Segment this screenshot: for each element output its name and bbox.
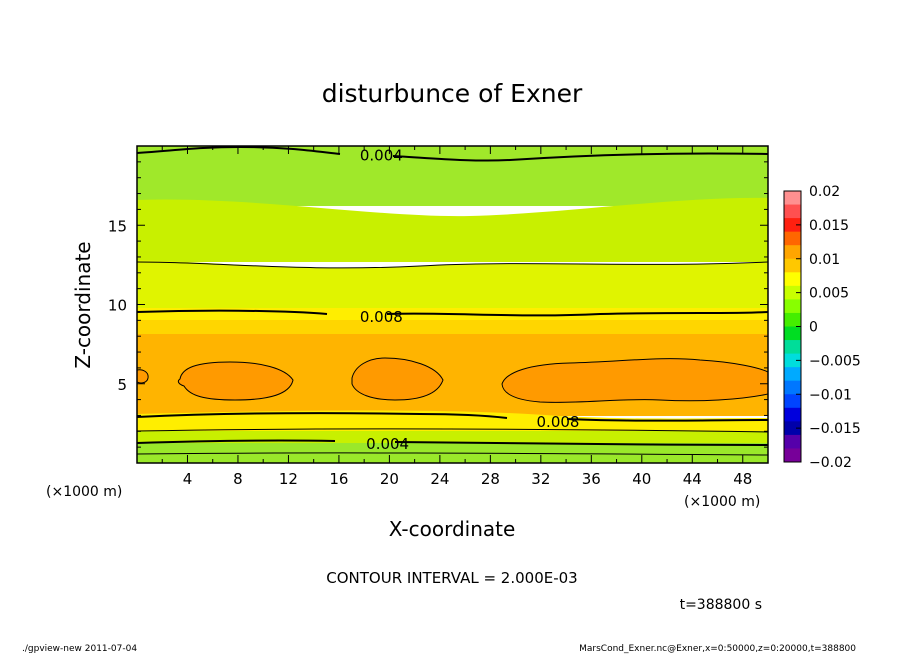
footer-left: ./gpview-new 2011-07-04 [22,644,137,654]
contour-lower3 [137,439,768,446]
x-unit-right: (×1000 m) [684,494,760,510]
x-tick-label: 28 [481,470,500,488]
colorbar-segment [784,380,801,395]
contour-lower1 [137,412,768,422]
colorbar-segment [784,258,801,273]
colorbar-segment [784,326,801,341]
cell-edge [137,369,149,384]
y-tick-label: 10 [108,297,127,315]
colorbar-segment [784,394,801,409]
x-tick-label: 4 [183,470,193,488]
colorbar-segment [784,218,801,233]
contour-label: 0.004 [366,435,409,453]
contour-lower2 [137,428,768,433]
colorbar-segment [784,353,801,368]
x-tick-label: 24 [430,470,449,488]
y-axis-label: Z-coordinate [71,241,95,368]
x-tick-label: 8 [233,470,243,488]
contour-lower4 [137,452,768,456]
contour-top [137,146,768,162]
colorbar-label: 0.02 [809,184,840,200]
colorbar-label: 0.01 [809,252,840,268]
colorbar-segment [784,272,801,287]
colorbar-segment [784,407,801,422]
footer-right: MarsCond_Exner.nc@Exner,x=0:50000,z=0:20… [579,644,856,654]
cell-middle [351,357,444,401]
colorbar-segment [784,231,801,246]
colorbar-segment [784,367,801,382]
y-axis: 5 10 15 [108,161,768,448]
band-upper-yellowgreen [137,197,768,262]
colorbar-segment [784,191,801,206]
colorbar-label: 0.015 [809,218,849,234]
colorbar-segment [784,448,801,463]
colorbar-segment [784,299,801,314]
contour-mid [137,309,768,317]
x-tick-label: 12 [279,470,298,488]
x-tick-label: 36 [582,470,601,488]
colorbar-label: −0.005 [809,353,861,369]
cell-right [501,358,768,403]
x-tick-label: 32 [531,470,550,488]
colorbar-segment [784,204,801,219]
contour-lines [137,146,768,456]
cell-left [177,361,294,401]
x-tick-label: 44 [683,470,702,488]
colorbar-label: 0 [809,320,818,336]
band-upper-green [137,146,768,206]
plot-area: 0.004 0.008 0.008 0.004 [137,146,768,463]
chart-title: disturbunce of Exner [322,79,583,108]
x-axis-label: X-coordinate [389,517,516,541]
y-tick-label: 15 [108,217,127,235]
colorbar-segment [784,245,801,260]
contour-upper [137,261,768,269]
colorbar-label: 0.005 [809,286,849,302]
colorbar: 0.02 0.015 0.01 0.005 0 −0.005 −0.01 −0.015 −0.0… [783,184,861,471]
colorbar-label: −0.015 [809,421,861,437]
x-tick-label: 40 [632,470,651,488]
x-tick-label: 20 [380,470,399,488]
contour-labels: 0.004 0.008 0.008 0.004 [360,147,580,453]
x-tick-label: 16 [329,470,348,488]
colorbar-segment [784,434,801,449]
contour-label: 0.004 [360,147,403,165]
contour-label: 0.008 [360,308,403,326]
x-tick-label: 48 [733,470,752,488]
colorbar-label: −0.01 [809,387,852,403]
colorbar-segment [784,312,801,327]
y-tick-label: 5 [117,376,127,394]
colorbar-segment [784,421,801,436]
band-lower-yellow [137,410,768,433]
colorbar-segment [784,340,801,355]
x-axis: 4 8 12 16 20 24 28 32 36 40 44 48 [161,146,752,488]
colorbar-label: −0.02 [809,455,852,471]
x-unit-left: (×1000 m) [46,484,122,500]
band-lime [137,260,768,312]
time-label: t=388800 s [680,597,762,613]
contour-interval: CONTOUR INTERVAL = 2.000E-03 [326,569,577,587]
colorbar-segment [784,285,801,300]
contour-label: 0.008 [537,413,580,431]
